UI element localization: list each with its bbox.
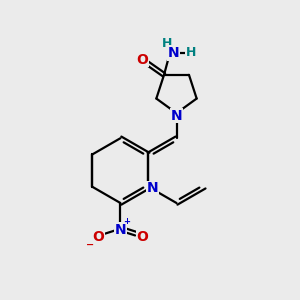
Text: H: H	[186, 46, 196, 59]
Text: +: +	[123, 217, 130, 226]
Text: H: H	[162, 37, 172, 50]
Text: N: N	[171, 109, 182, 122]
Text: N: N	[167, 46, 179, 60]
Text: N: N	[115, 223, 126, 236]
Text: O: O	[92, 230, 104, 244]
Text: N: N	[147, 181, 159, 195]
Text: O: O	[136, 52, 148, 67]
Text: −: −	[86, 239, 94, 250]
Text: O: O	[136, 230, 148, 244]
